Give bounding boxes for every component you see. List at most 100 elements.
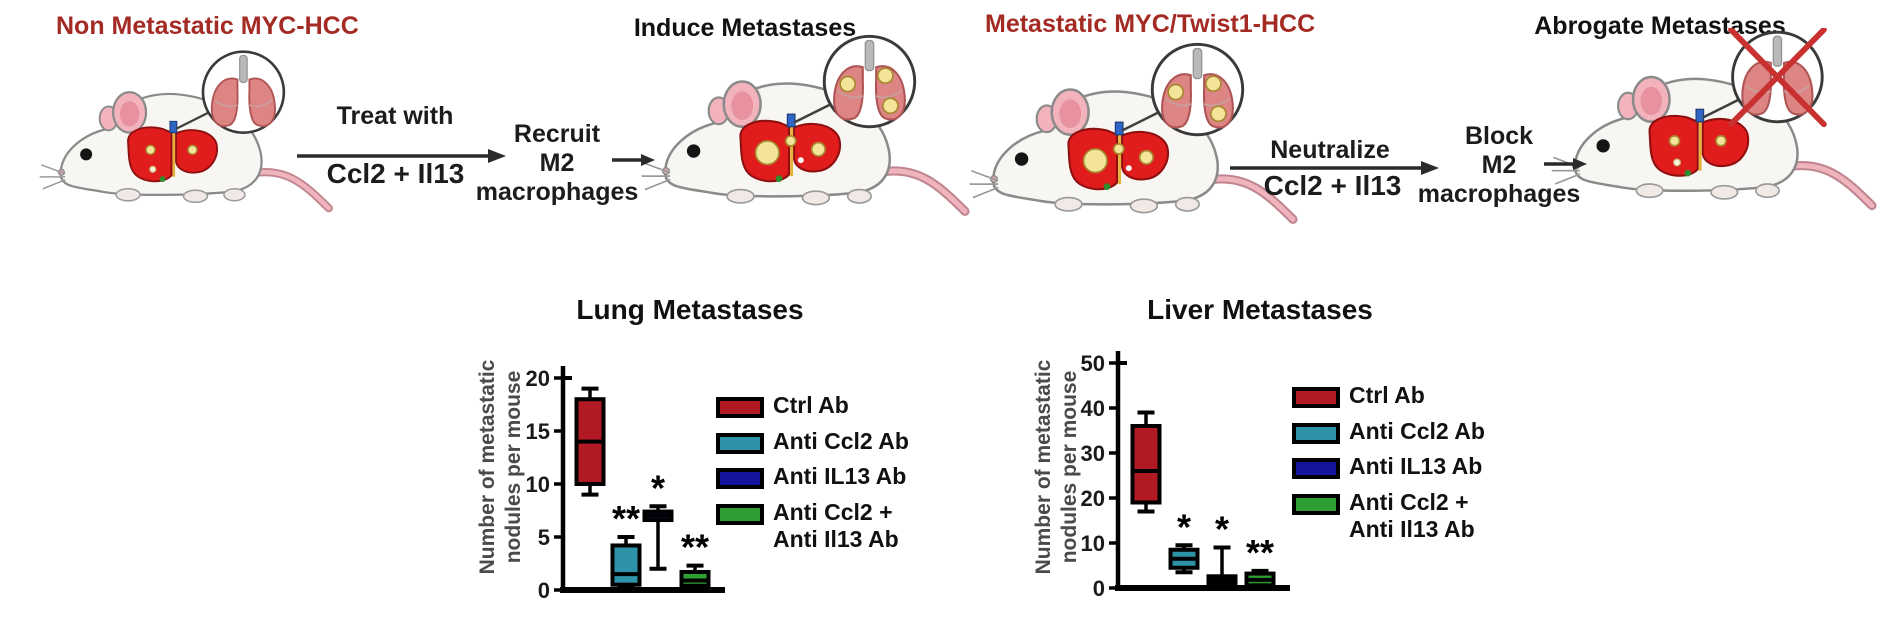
significance-marker: **	[1246, 532, 1274, 573]
marker	[1695, 108, 1705, 123]
legend-liver: Ctrl Ab Anti Ccl2 Ab Anti IL13 Ab Anti Ccl2…	[1292, 382, 1485, 552]
significance-marker: *	[651, 467, 665, 508]
legend-label: Ctrl Ab	[773, 392, 849, 418]
mouse-foot	[115, 188, 141, 202]
nodule-icon	[1210, 105, 1227, 123]
mouse-foot	[1174, 196, 1200, 212]
mouse-foot	[726, 188, 755, 204]
right-arrow-icon	[297, 149, 506, 163]
legend-item: Anti Ccl2 + Anti Il13 Ab	[716, 499, 909, 554]
mouse-foot	[846, 188, 872, 204]
mouse-foot	[1710, 184, 1739, 200]
nodule-icon	[1082, 148, 1108, 174]
mouse-icon	[641, 34, 970, 216]
arrow-label-ccl2-il13-left: Ccl2 + Il13	[326, 158, 465, 189]
mouse-metastatic	[968, 40, 1303, 237]
significance-marker: *	[1177, 506, 1191, 547]
arrow-label-treat-with: Treat with	[336, 102, 454, 130]
arrow-label-ccl2-il13-right: Ccl2 + Il13	[1263, 170, 1402, 201]
legend-swatch	[716, 432, 764, 454]
legend-swatch	[716, 468, 764, 490]
trachea	[239, 54, 248, 84]
mouse-non-metastatic	[38, 48, 338, 224]
box-group-0	[1130, 424, 1162, 505]
nodule-icon	[1668, 135, 1681, 147]
y-tick-label: 0	[1093, 576, 1105, 601]
legend-item: Anti Ccl2 Ab	[1292, 418, 1485, 446]
mouse-foot	[182, 189, 209, 204]
legend-label: Anti Ccl2 Ab	[1349, 417, 1485, 444]
mouse-eye	[1014, 152, 1029, 166]
y-tick-label: 30	[1081, 441, 1105, 466]
right-arrow-icon	[1544, 158, 1587, 170]
nodule-icon	[810, 141, 826, 157]
right-arrow-icon	[612, 154, 655, 166]
mouse-foot	[1054, 196, 1083, 212]
marker	[169, 120, 178, 134]
legend-item: Anti Ccl2 Ab	[716, 428, 909, 456]
panel-title-induce-metastases: Induce Metastases	[633, 14, 857, 42]
nodule-icon	[1138, 149, 1154, 165]
right-arrow-icon	[1230, 161, 1439, 175]
legend-swatch	[1292, 458, 1340, 480]
mouse-whiskers	[39, 164, 66, 190]
box-group-1	[610, 543, 642, 587]
legend-swatch	[716, 397, 764, 418]
mouse-whiskers	[641, 161, 671, 191]
mouse-foot	[801, 190, 831, 206]
nodule-icon	[145, 144, 156, 156]
chart-title-liver: Liver Metastases	[1147, 294, 1373, 325]
mouse-induced-metastases	[640, 32, 975, 229]
mouse-icon	[1551, 26, 1877, 211]
y-tick-label: 10	[526, 472, 550, 497]
legend-label: Anti Ccl2 + Anti Il13 Ab	[773, 498, 899, 553]
y-tick-label: 20	[1081, 486, 1105, 511]
arrow-label-neutralize: Neutralize	[1270, 136, 1390, 164]
nodule-icon	[882, 97, 899, 115]
mouse-eye	[686, 144, 701, 158]
nodule-icon	[187, 144, 198, 156]
legend-item: Ctrl Ab	[1292, 382, 1485, 410]
legend-item: Anti IL13 Ab	[716, 463, 909, 491]
significance-marker: *	[1215, 509, 1229, 550]
significance-marker: **	[681, 527, 709, 568]
legend-swatch	[1292, 387, 1340, 408]
trachea	[1192, 47, 1203, 80]
y-tick-label: 20	[526, 366, 550, 391]
trachea	[864, 39, 875, 72]
panel-title-abrogate-metastases: Abrogate Metastases	[1534, 12, 1786, 40]
legend-item: Anti Ccl2 + Anti Il13 Ab	[1292, 489, 1485, 544]
legend-lung: Ctrl Ab Anti Ccl2 Ab Anti IL13 Ab Anti Ccl2…	[716, 392, 909, 562]
mouse-eye	[1596, 139, 1610, 153]
legend-swatch	[716, 503, 764, 525]
step-block-m2: Block M2 macrophages	[1417, 122, 1581, 208]
marker	[1114, 121, 1124, 136]
mouse-foot	[1129, 198, 1159, 214]
chart-title-lung: Lung Metastases	[576, 294, 804, 325]
y-tick-label: 50	[1081, 351, 1105, 376]
nodule-icon	[1205, 75, 1222, 93]
legend-item: Ctrl Ab	[716, 392, 909, 420]
nodule-icon	[877, 67, 894, 85]
legend-label: Ctrl Ab	[1349, 382, 1425, 408]
significance-marker: **	[612, 498, 640, 539]
mouse-foot	[1755, 183, 1780, 199]
trachea	[1772, 35, 1783, 67]
legend-label: Anti Ccl2 + Anti Il13 Ab	[1349, 488, 1475, 543]
nodule-icon	[1167, 83, 1185, 101]
mouse-icon	[969, 42, 1298, 224]
mouse-whiskers	[969, 169, 999, 199]
mouse-foot	[223, 188, 246, 202]
legend-swatch	[1292, 493, 1340, 515]
mouse-icon	[39, 50, 333, 213]
nodule-icon	[1715, 135, 1727, 147]
nodule-icon	[1112, 143, 1125, 155]
red-cross-icon	[1728, 26, 1827, 128]
mouse-eye	[80, 148, 93, 161]
y-tick-label: 5	[538, 525, 550, 550]
nodule-icon	[839, 75, 857, 93]
legend-item: Anti IL13 Ab	[1292, 453, 1485, 481]
